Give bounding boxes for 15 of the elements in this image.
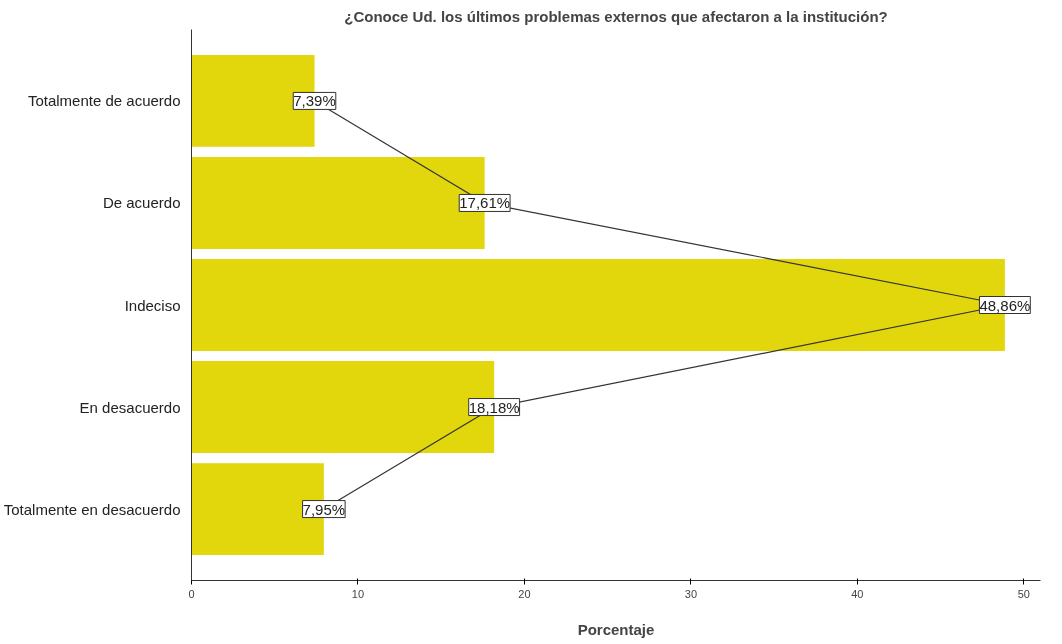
y-tick-label: Indeciso [124,296,181,314]
y-tick-label: De acuerdo [102,194,181,212]
x-tick-label: 40 [851,587,864,600]
y-tick-label: Totalmente en desacuerdo [3,500,181,518]
x-tick-label: 10 [351,587,365,600]
x-tick-label: 0 [188,587,195,600]
x-axis-title: Porcentaje [577,620,655,638]
x-tick-label: 50 [1017,587,1030,600]
y-tick-label: Totalmente de acuerdo [27,92,181,110]
chart-title: ¿Conoce Ud. los últimos problemas externos que afectaron a la institución? [344,7,888,25]
data-label: 18,18% [468,398,520,416]
x-tick-label: 20 [518,587,531,600]
data-label: 17,61% [459,194,511,212]
y-tick-label: En desacuerdo [79,398,181,416]
x-tick-label: 30 [684,587,698,600]
